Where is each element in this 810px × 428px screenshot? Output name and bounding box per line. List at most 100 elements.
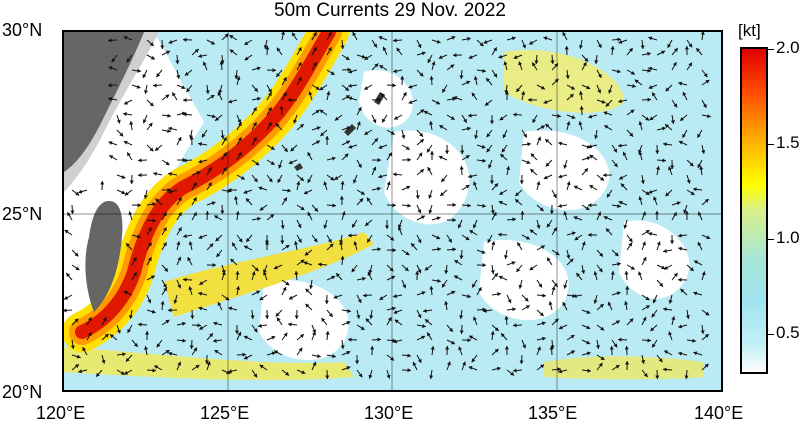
current-arrowhead bbox=[609, 346, 614, 350]
current-arrowhead bbox=[190, 315, 195, 319]
current-arrowhead bbox=[348, 144, 353, 149]
current-arrowhead bbox=[473, 181, 477, 186]
current-arrowhead bbox=[156, 343, 161, 348]
current-arrowhead bbox=[218, 89, 223, 94]
current-arrowhead bbox=[313, 32, 317, 37]
current-arrowhead bbox=[426, 148, 431, 153]
current-arrowhead bbox=[205, 211, 210, 215]
current-arrowhead bbox=[244, 56, 249, 61]
current-arrowhead bbox=[211, 201, 216, 206]
current-arrowhead bbox=[558, 369, 563, 374]
current-arrowhead bbox=[453, 96, 458, 101]
current-arrowhead bbox=[127, 328, 132, 333]
current-arrowhead bbox=[661, 126, 666, 131]
current-arrowhead bbox=[201, 133, 206, 138]
current-arrowhead bbox=[285, 371, 290, 376]
current-arrowhead bbox=[183, 277, 187, 282]
current-arrowhead bbox=[642, 257, 647, 261]
current-arrowhead bbox=[659, 282, 664, 287]
current-arrowhead bbox=[427, 167, 432, 172]
current-arrowhead bbox=[293, 241, 299, 245]
lat-label-20n: 20°N bbox=[2, 382, 43, 402]
current-arrowhead bbox=[613, 343, 618, 348]
current-arrowhead bbox=[425, 319, 429, 324]
current-arrowhead bbox=[547, 257, 551, 262]
current-arrowhead bbox=[466, 126, 471, 131]
current-arrowhead bbox=[390, 131, 395, 135]
current-arrowhead bbox=[255, 161, 260, 166]
current-arrowhead bbox=[318, 262, 322, 267]
current-arrowhead bbox=[663, 307, 667, 312]
current-arrowhead bbox=[421, 335, 426, 340]
current-arrowhead bbox=[377, 97, 381, 102]
current-arrowhead bbox=[606, 193, 611, 198]
current-arrowhead bbox=[680, 288, 685, 293]
current-arrowhead bbox=[360, 326, 365, 330]
current-arrowhead bbox=[645, 116, 650, 121]
current-arrowhead bbox=[287, 188, 291, 193]
current-arrowhead bbox=[215, 116, 220, 121]
current-arrowhead bbox=[165, 94, 170, 99]
current-arrowhead bbox=[393, 339, 398, 344]
current-arrowhead bbox=[605, 102, 610, 107]
current-arrowhead bbox=[386, 374, 391, 379]
current-arrowhead bbox=[405, 251, 410, 256]
current-arrowhead bbox=[466, 80, 471, 85]
current-arrowhead bbox=[493, 47, 497, 52]
current-arrowhead bbox=[570, 335, 575, 339]
current-arrowhead bbox=[253, 107, 257, 112]
current-arrowhead bbox=[204, 360, 209, 364]
current-arrowhead bbox=[482, 307, 486, 312]
current-arrowhead bbox=[436, 235, 441, 240]
current-arrowhead bbox=[225, 296, 230, 301]
current-arrowhead bbox=[298, 47, 302, 52]
current-arrowhead bbox=[682, 91, 687, 96]
colorbar-tickmark bbox=[768, 334, 774, 335]
current-arrowhead bbox=[483, 39, 488, 44]
current-arrowhead bbox=[589, 185, 594, 189]
current-arrowhead bbox=[265, 315, 270, 319]
current-arrowhead bbox=[664, 265, 669, 270]
current-arrowhead bbox=[690, 191, 695, 195]
current-arrowhead bbox=[379, 296, 384, 300]
current-arrowhead bbox=[237, 331, 242, 336]
current-arrowhead bbox=[404, 267, 409, 272]
current-arrowhead bbox=[125, 357, 130, 362]
current-arrowhead bbox=[148, 257, 152, 262]
current-arrowhead bbox=[268, 107, 272, 112]
current-arrowhead bbox=[188, 286, 193, 291]
current-arrowhead bbox=[513, 368, 517, 373]
current-arrowhead bbox=[377, 186, 381, 191]
current-arrowhead bbox=[272, 68, 276, 73]
current-arrowhead bbox=[122, 352, 126, 357]
current-arrowhead bbox=[128, 211, 133, 216]
current-arrowhead bbox=[313, 62, 317, 67]
current-arrowhead bbox=[437, 247, 441, 252]
current-arrowhead bbox=[341, 211, 346, 216]
current-arrowhead bbox=[564, 46, 569, 50]
current-arrowhead bbox=[463, 118, 467, 123]
current-arrowhead bbox=[405, 146, 410, 150]
current-arrowhead bbox=[450, 64, 455, 69]
current-arrowhead bbox=[549, 210, 554, 214]
current-arrowhead bbox=[630, 109, 635, 114]
current-map[interactable] bbox=[62, 30, 723, 392]
current-arrowhead bbox=[645, 230, 650, 234]
current-arrowhead bbox=[256, 66, 261, 71]
current-arrowhead bbox=[313, 47, 317, 52]
current-arrowhead bbox=[384, 225, 390, 229]
current-arrowhead bbox=[490, 270, 495, 274]
current-arrowhead bbox=[208, 182, 212, 187]
current-arrowhead bbox=[554, 78, 559, 83]
current-arrowhead bbox=[238, 137, 242, 142]
current-arrowhead bbox=[101, 359, 106, 364]
current-arrowhead bbox=[70, 210, 75, 214]
current-arrowhead bbox=[496, 366, 501, 371]
current-arrowhead bbox=[149, 147, 154, 152]
current-arrowhead bbox=[315, 140, 320, 145]
current-arrowhead bbox=[396, 47, 401, 52]
current-arrowhead bbox=[210, 95, 215, 99]
current-arrowhead bbox=[655, 150, 660, 154]
lon-label-140e: 140°E bbox=[694, 403, 744, 423]
current-arrowhead bbox=[647, 338, 651, 343]
